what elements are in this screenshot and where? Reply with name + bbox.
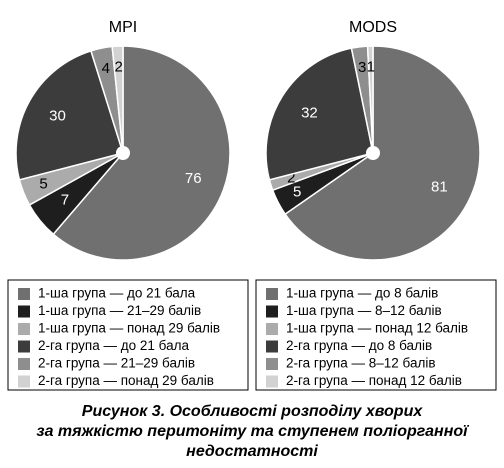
legend-label: 1-ша група — до 21 бала	[38, 286, 196, 301]
legend-label: 2-га група — до 21 бала	[38, 338, 189, 353]
pie-slice	[52, 45, 231, 261]
legend-swatch	[266, 323, 278, 335]
legend-label: 1-ша група — до 8 балів	[286, 286, 438, 301]
chart-title: MODS	[349, 19, 397, 36]
legend-swatch	[18, 323, 30, 335]
pie-slice	[284, 45, 481, 261]
pie-slice	[15, 49, 124, 181]
legend-label: 2-га група — 8–12 балів	[286, 356, 436, 371]
legend-box	[7, 279, 249, 391]
legend-label: 2-га група — 21–29 балів	[38, 356, 195, 371]
legend-label: 1-ша група — 21–29 балів	[38, 303, 201, 318]
data-label: 32	[301, 104, 318, 121]
legend-swatch	[266, 305, 278, 318]
data-label: 30	[49, 108, 66, 125]
data-label: 76	[185, 170, 202, 187]
legend-label: 1-ша група — 8–12 балів	[286, 303, 442, 318]
legend-label: 1-ша група — понад 29 балів	[38, 321, 220, 336]
data-label: 2	[114, 58, 122, 75]
center-hole	[366, 146, 380, 160]
legend-swatch	[18, 288, 30, 300]
pie-slice	[265, 47, 374, 181]
caption: недостатності	[186, 443, 318, 460]
legend-swatch	[18, 340, 30, 353]
caption: за тяжкістю перитоніту та ступенем поліо…	[36, 423, 470, 440]
legend-box	[255, 279, 497, 391]
legend-label: 2-га група — до 8 балів	[286, 338, 432, 353]
data-label: 81	[431, 179, 448, 196]
legend-swatch	[18, 358, 30, 370]
legend-swatch	[266, 375, 278, 388]
legend-swatch	[266, 358, 278, 370]
legend-swatch	[18, 305, 30, 318]
data-label: 5	[293, 184, 301, 201]
data-label: 5	[39, 176, 47, 193]
pie-slice	[111, 45, 124, 154]
caption: Рисунок 3. Особливості розподілу хворих	[82, 403, 424, 420]
chart-title: MPI	[109, 19, 137, 36]
data-label: 2	[287, 170, 295, 187]
legend-swatch	[266, 288, 278, 300]
center-hole	[116, 146, 130, 160]
legend-label: 1-ша група — понад 12 балів	[286, 321, 468, 336]
pie-slice	[366, 45, 374, 154]
legend-label: 2-га група — понад 29 балів	[38, 373, 214, 388]
data-label: 7	[61, 191, 69, 208]
legend-swatch	[18, 375, 30, 388]
data-label: 1	[367, 58, 375, 75]
legend-label: 2-га група — понад 12 балів	[286, 373, 462, 388]
data-label: 3	[358, 59, 366, 76]
data-label: 4	[102, 60, 110, 77]
legend-swatch	[266, 340, 278, 353]
